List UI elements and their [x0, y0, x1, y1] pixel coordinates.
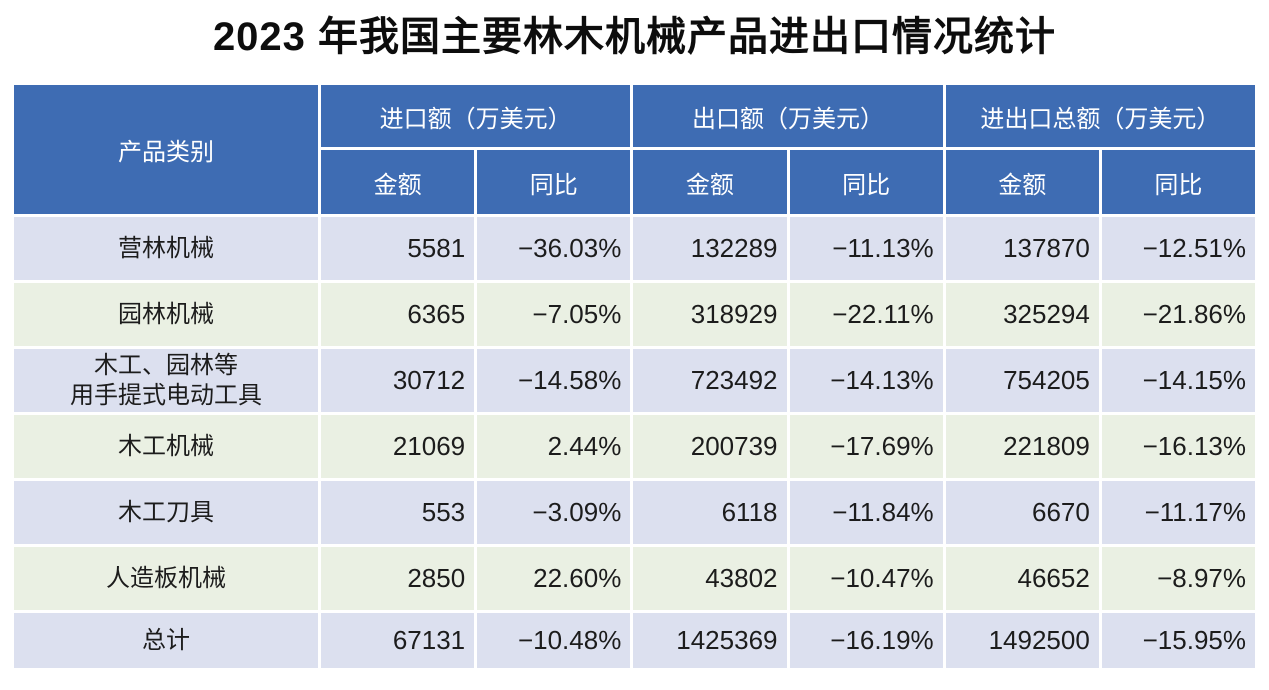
row-import-amount: 553 — [321, 481, 475, 544]
header-group-export: 出口额（万美元） — [633, 85, 943, 147]
header-total-amount: 金额 — [945, 150, 1099, 214]
row-import-amount: 30712 — [321, 349, 475, 412]
row-export-amount: 200739 — [633, 415, 787, 478]
row-export-amount: 318929 — [633, 283, 787, 346]
header-group-import: 进口额（万美元） — [321, 85, 631, 147]
row-total-amount: 6670 — [945, 481, 1099, 544]
row-total-yoy: −8.97% — [1101, 547, 1255, 610]
row-product: 园林机械 — [14, 283, 318, 346]
row-total-amount: 325294 — [945, 283, 1099, 346]
row-export-amount: 43802 — [633, 547, 787, 610]
row-export-amount: 6118 — [633, 481, 787, 544]
import-export-table: 产品类别 进口额（万美元） 出口额（万美元） 进出口总额（万美元） 金额 同比 … — [14, 85, 1255, 668]
row-total-amount: 137870 — [945, 217, 1099, 280]
row-export-yoy: −16.19% — [789, 613, 943, 668]
row-export-yoy: −11.13% — [789, 217, 943, 280]
row-total-amount: 46652 — [945, 547, 1099, 610]
row-product: 木工机械 — [14, 415, 318, 478]
row-total-amount: 754205 — [945, 349, 1099, 412]
row-export-yoy: −10.47% — [789, 547, 943, 610]
header-export-amount: 金额 — [633, 150, 787, 214]
row-total-yoy: −14.15% — [1101, 349, 1255, 412]
header-total-yoy: 同比 — [1101, 150, 1255, 214]
row-export-amount: 132289 — [633, 217, 787, 280]
row-export-amount: 1425369 — [633, 613, 787, 668]
row-import-amount: 6365 — [321, 283, 475, 346]
row-import-amount: 5581 — [321, 217, 475, 280]
row-total-yoy: −11.17% — [1101, 481, 1255, 544]
page-title: 2023 年我国主要林木机械产品进出口情况统计 — [212, 15, 1057, 59]
row-total-yoy: −16.13% — [1101, 415, 1255, 478]
row-total-yoy: −15.95% — [1101, 613, 1255, 668]
row-export-yoy: −11.84% — [789, 481, 943, 544]
header-product-category: 产品类别 — [14, 85, 318, 214]
row-product: 人造板机械 — [14, 547, 318, 610]
header-import-yoy: 同比 — [477, 150, 631, 214]
row-total-yoy: −12.51% — [1101, 217, 1255, 280]
row-export-amount: 723492 — [633, 349, 787, 412]
row-export-yoy: −14.13% — [789, 349, 943, 412]
row-import-yoy: −3.09% — [477, 481, 631, 544]
row-import-yoy: −7.05% — [477, 283, 631, 346]
header-group-total: 进出口总额（万美元） — [945, 85, 1255, 147]
row-import-amount: 67131 — [321, 613, 475, 668]
header-export-yoy: 同比 — [789, 150, 943, 214]
row-total-amount: 1492500 — [945, 613, 1099, 668]
row-total-yoy: −21.86% — [1101, 283, 1255, 346]
row-import-amount: 2850 — [321, 547, 475, 610]
row-export-yoy: −22.11% — [789, 283, 943, 346]
row-export-yoy: −17.69% — [789, 415, 943, 478]
row-import-yoy: 2.44% — [477, 415, 631, 478]
row-import-yoy: −10.48% — [477, 613, 631, 668]
row-import-yoy: −14.58% — [477, 349, 631, 412]
row-import-yoy: −36.03% — [477, 217, 631, 280]
header-import-amount: 金额 — [321, 150, 475, 214]
row-import-amount: 21069 — [321, 415, 475, 478]
row-product: 木工、园林等 用手提式电动工具 — [14, 349, 318, 412]
row-import-yoy: 22.60% — [477, 547, 631, 610]
row-total-amount: 221809 — [945, 415, 1099, 478]
row-product: 木工刀具 — [14, 481, 318, 544]
row-product: 营林机械 — [14, 217, 318, 280]
row-product-total: 总计 — [14, 613, 318, 668]
